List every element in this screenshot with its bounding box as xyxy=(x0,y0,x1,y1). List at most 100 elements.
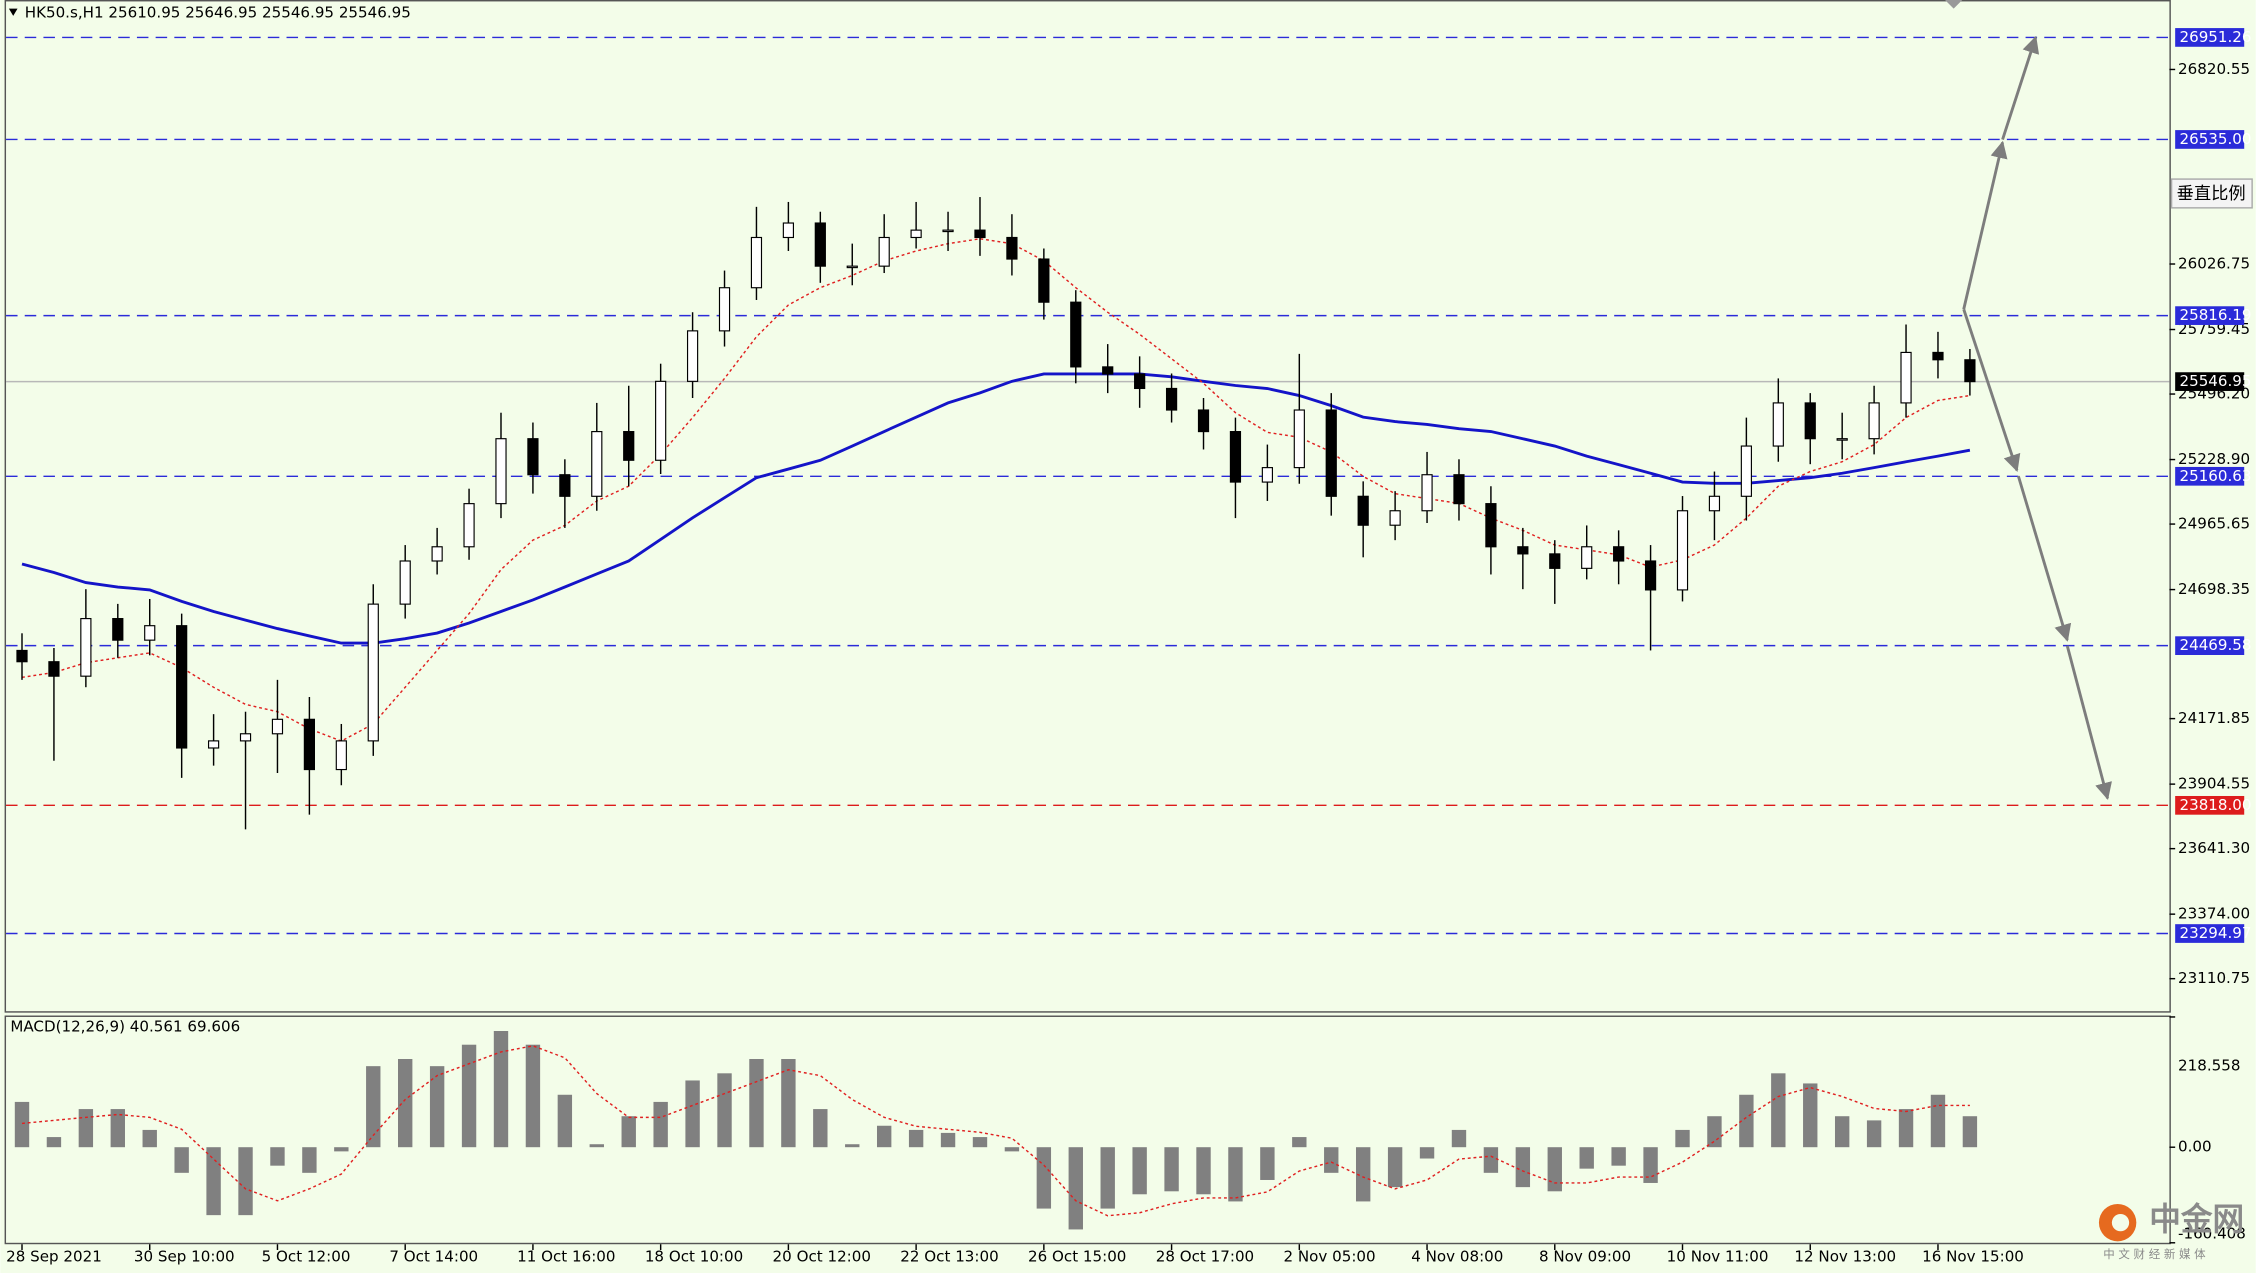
candle-body xyxy=(303,718,316,771)
candle-body xyxy=(623,431,635,461)
macd-bar xyxy=(557,1094,573,1148)
candle-body xyxy=(718,287,731,332)
candle-body xyxy=(399,560,411,605)
arrow xyxy=(2017,475,2072,642)
level-label: 26951.26 xyxy=(2179,28,2251,46)
macd-bar xyxy=(1164,1147,1179,1192)
x-tick-label: 5 Oct 12:00 xyxy=(262,1248,351,1266)
macd-bar xyxy=(1707,1116,1722,1148)
macd-bar xyxy=(270,1147,285,1166)
scale-button[interactable]: 垂直比例 xyxy=(2170,178,2253,209)
y-tick-label: 0.00 xyxy=(2178,1138,2212,1156)
macd-bar xyxy=(621,1116,636,1148)
candle-body xyxy=(878,236,890,267)
macd-bar xyxy=(1068,1147,1083,1230)
candle-body xyxy=(367,603,379,742)
macd-bar xyxy=(1515,1147,1531,1188)
macd-bar xyxy=(206,1147,221,1216)
macd-bar xyxy=(1962,1116,1978,1148)
candle-body xyxy=(1453,474,1465,505)
macd-bar xyxy=(1355,1147,1371,1202)
candle-body xyxy=(176,625,188,749)
macd-bar xyxy=(1771,1073,1786,1148)
x-tick-label: 7 Oct 14:00 xyxy=(389,1248,478,1266)
candle-body xyxy=(1581,546,1593,569)
arrow xyxy=(2001,35,2040,140)
candle-body xyxy=(1357,495,1369,526)
macd-bar xyxy=(685,1080,700,1148)
macd-bar xyxy=(1419,1147,1435,1159)
candle-body xyxy=(1804,402,1816,440)
level-label: 23818.00 xyxy=(2179,796,2251,814)
macd-bar xyxy=(1292,1137,1307,1148)
y-tick-label: 24698.35 xyxy=(2178,580,2250,598)
macd-bar xyxy=(1324,1147,1339,1173)
macd-bar xyxy=(14,1101,30,1148)
level-label: 26535.00 xyxy=(2179,130,2251,148)
candle-body xyxy=(335,740,347,771)
x-tick-label: 16 Nov 15:00 xyxy=(1922,1248,2024,1266)
y-tick-label: 218.558 xyxy=(2178,1056,2240,1074)
x-tick-label: 28 Sep 2021 xyxy=(6,1248,102,1266)
candle-body xyxy=(1932,351,1944,361)
candle-body xyxy=(1676,510,1689,591)
candle-body xyxy=(910,229,922,239)
scale-button-box[interactable] xyxy=(2170,178,2253,209)
x-tick-label: 10 Nov 11:00 xyxy=(1667,1248,1769,1266)
level-label-box xyxy=(2175,636,2245,655)
candle-body xyxy=(239,733,252,742)
candle-body xyxy=(1613,546,1625,562)
x-tick-label: 22 Oct 13:00 xyxy=(900,1248,998,1266)
candle-body xyxy=(1836,438,1848,441)
x-tick-label: 30 Sep 10:00 xyxy=(134,1248,235,1266)
candle-body xyxy=(80,618,92,677)
y-tick-label: 24171.85 xyxy=(2178,709,2250,727)
macd-bar xyxy=(1643,1147,1658,1183)
macd-bar xyxy=(78,1109,94,1148)
macd-bar xyxy=(302,1147,317,1173)
candle-body xyxy=(1900,351,1912,404)
y-tick-label: 23641.30 xyxy=(2178,839,2250,857)
candle-body xyxy=(1421,474,1433,512)
y-tick-label: 26026.75 xyxy=(2178,255,2250,273)
macd-bar xyxy=(1898,1109,1914,1148)
candle-body xyxy=(846,265,858,269)
scale-button-label[interactable]: 垂直比例 xyxy=(2177,184,2246,204)
x-tick-label: 4 Nov 08:00 xyxy=(1411,1248,1503,1266)
candle-body xyxy=(1165,387,1178,411)
candle-body xyxy=(1261,467,1273,483)
macd-bar xyxy=(1675,1129,1690,1148)
level-label: 24469.58 xyxy=(2179,636,2251,654)
moving-average xyxy=(21,372,1971,645)
watermark: 中金网 中 文 财 经 新 媒 体 xyxy=(2098,1201,2244,1261)
candle-body xyxy=(271,718,284,735)
candle-body xyxy=(527,438,539,476)
macd-bar xyxy=(1451,1129,1467,1148)
candle-body xyxy=(1964,359,1976,383)
macd-bar xyxy=(1547,1147,1562,1192)
x-tick-label: 28 Oct 17:00 xyxy=(1156,1248,1254,1266)
menu-triangle xyxy=(8,8,18,16)
level-label: 23294.97 xyxy=(2179,924,2251,942)
candle-body xyxy=(1070,301,1082,368)
candle-body xyxy=(1708,495,1721,512)
macd-bar xyxy=(174,1147,189,1173)
candle-body xyxy=(1102,366,1114,375)
macd-bar xyxy=(781,1059,796,1148)
x-tick-label: 8 Nov 09:00 xyxy=(1539,1248,1631,1266)
macd-bar xyxy=(334,1147,349,1152)
macd-bar xyxy=(461,1044,477,1148)
x-tick-label: 18 Oct 10:00 xyxy=(645,1248,743,1266)
y-tick-label: -160.408 xyxy=(2178,1225,2246,1243)
scroll-marker xyxy=(1945,0,1963,9)
candle-body xyxy=(750,236,763,289)
macd-bar xyxy=(1132,1147,1147,1195)
candle-body xyxy=(1006,236,1018,260)
candle-body xyxy=(1772,402,1784,447)
macd-title: MACD(12,26,9) 40.561 69.606 xyxy=(10,1018,240,1036)
macd-bar xyxy=(749,1059,764,1148)
macd-bar xyxy=(908,1129,924,1148)
x-tick-label: 20 Oct 12:00 xyxy=(773,1248,871,1266)
macd-bar xyxy=(1803,1083,1818,1148)
